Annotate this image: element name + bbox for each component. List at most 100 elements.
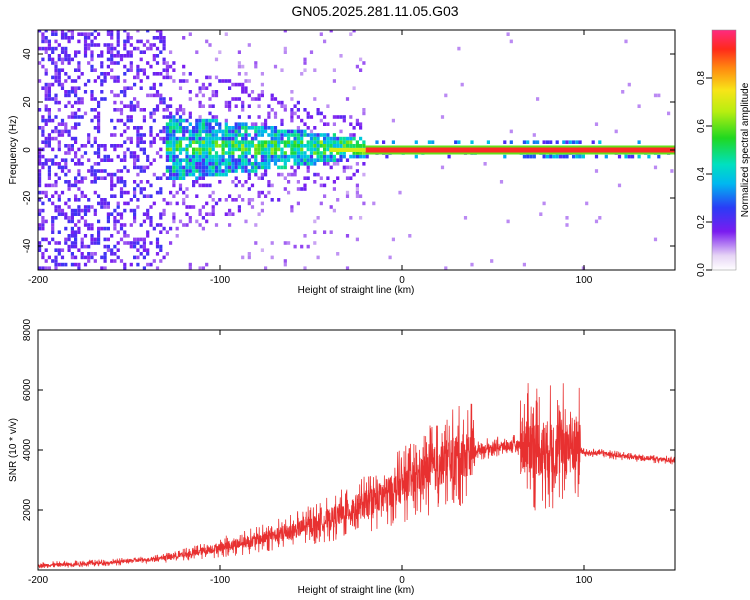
spectrogram-cell — [64, 226, 68, 231]
spectrogram-cell — [228, 108, 232, 112]
spectrogram-cell — [267, 140, 271, 144]
spectrogram-cell — [67, 169, 71, 173]
colorbar-tick-label: 0.2 — [696, 215, 707, 229]
spectrogram-cell — [142, 165, 146, 170]
spectrogram-cell — [175, 154, 179, 159]
spectrogram-cell — [306, 154, 310, 159]
spectrogram-cell — [270, 133, 274, 137]
spectrogram-cell — [133, 237, 137, 242]
spectrogram-cell — [159, 176, 163, 180]
spectrogram-cell — [87, 46, 91, 51]
spectrogram-cell — [165, 158, 169, 162]
spectrogram-cell — [313, 230, 317, 234]
spectrogram-cell — [77, 208, 81, 213]
spectrogram-cell — [296, 126, 300, 130]
spectrogram-cell — [332, 158, 336, 162]
spectrogram-cell — [169, 133, 173, 137]
spectrogram-cell — [41, 64, 45, 69]
spectrogram-cell — [283, 165, 287, 170]
spectrogram-cell — [64, 79, 68, 83]
spectrogram-cell — [80, 97, 84, 101]
spectrogram-cell — [87, 252, 91, 256]
spectrogram-cell — [296, 133, 300, 137]
spectrogram-cell — [231, 165, 235, 170]
spectrogram-cell — [70, 158, 74, 162]
spectrogram-cell — [231, 133, 235, 137]
spectrogram-cell — [218, 154, 222, 159]
spectrogram-cell — [165, 104, 169, 108]
spectrogram-cell — [67, 115, 71, 119]
spectrogram-cell — [123, 165, 127, 170]
spectrogram-cell — [149, 86, 153, 90]
spectrogram-cell — [123, 201, 127, 206]
spectrogram-cell — [83, 54, 88, 58]
spectrogram-cell — [139, 136, 143, 141]
spectrogram-cell — [214, 140, 219, 144]
spectrogram-cell — [172, 129, 176, 134]
spectrogram-cell — [110, 43, 114, 47]
spectrogram-cell — [267, 111, 271, 116]
spectrogram-cell — [60, 46, 65, 51]
spectrogram-cell — [201, 118, 205, 123]
spectrogram-cell — [195, 118, 199, 123]
spectrogram-cell — [159, 39, 163, 44]
spectrogram-cell — [323, 147, 327, 152]
spectrogram-cell — [169, 97, 173, 101]
spectrogram-cell — [237, 165, 241, 170]
spectrogram-cell — [41, 115, 45, 119]
spectrogram-cell — [178, 172, 183, 177]
spectrogram-cell — [54, 190, 58, 195]
spectrogram-cell — [277, 154, 281, 159]
spectrogram-cell — [349, 216, 353, 220]
spectrogram-cell — [38, 79, 42, 83]
spectrogram-cell — [627, 154, 631, 159]
spectrogram-cell — [264, 122, 268, 126]
spectrogram-cell — [257, 162, 261, 166]
spectrogram-cell — [205, 212, 209, 216]
spectrogram-cell — [51, 129, 55, 134]
spectrogram-cell — [372, 201, 376, 206]
spectrogram-cell — [110, 54, 114, 58]
spectrogram-cell — [119, 180, 124, 184]
spectrogram-cell — [178, 108, 183, 112]
spectrogram-cell — [133, 212, 137, 216]
spectrogram-cell — [198, 223, 202, 227]
spectrogram-cell — [113, 259, 117, 263]
spectrogram-cell — [60, 255, 65, 260]
spectrogram-cell — [146, 262, 150, 267]
spectrogram-cell — [142, 50, 146, 54]
spectrogram-cell — [169, 129, 173, 134]
spectrogram-cell — [51, 32, 55, 36]
spectrogram-cell — [565, 223, 569, 227]
spectrogram-cell — [329, 136, 333, 141]
spectrogram-cell — [103, 266, 107, 270]
spectrogram-xtick-label: 100 — [576, 275, 593, 286]
spectrogram-cell — [254, 147, 258, 152]
spectrogram-cell — [116, 255, 120, 260]
spectrogram-cell — [83, 219, 88, 224]
spectrogram-cell — [283, 158, 287, 162]
spectrogram-cell — [296, 201, 300, 206]
spectrogram-cell — [303, 176, 307, 180]
spectrogram-cell — [54, 255, 58, 260]
spectrogram-cell — [231, 198, 235, 202]
spectrogram-cell — [352, 30, 356, 33]
spectrogram-cell — [172, 165, 176, 170]
spectrogram-cell — [218, 144, 222, 148]
spectrogram-cell — [241, 162, 245, 166]
spectrogram-cell — [195, 158, 199, 162]
spectrogram-cell — [182, 79, 186, 83]
spectrogram-cell — [594, 122, 599, 126]
spectrogram-cell — [218, 169, 222, 173]
spectrogram-cell — [60, 133, 65, 137]
spectrogram-cell — [67, 180, 71, 184]
spectrogram-cell — [287, 133, 291, 137]
spectrogram-cell — [100, 61, 104, 65]
spectrogram-cell — [106, 72, 110, 76]
spectrogram-cell — [103, 244, 107, 249]
spectrogram-cell — [198, 208, 202, 213]
spectrogram-cell — [54, 30, 58, 33]
spectrogram-cell — [198, 100, 202, 105]
spectrogram-xlabel: Height of straight line (km) — [298, 285, 415, 296]
spectrogram-cell — [162, 46, 166, 51]
